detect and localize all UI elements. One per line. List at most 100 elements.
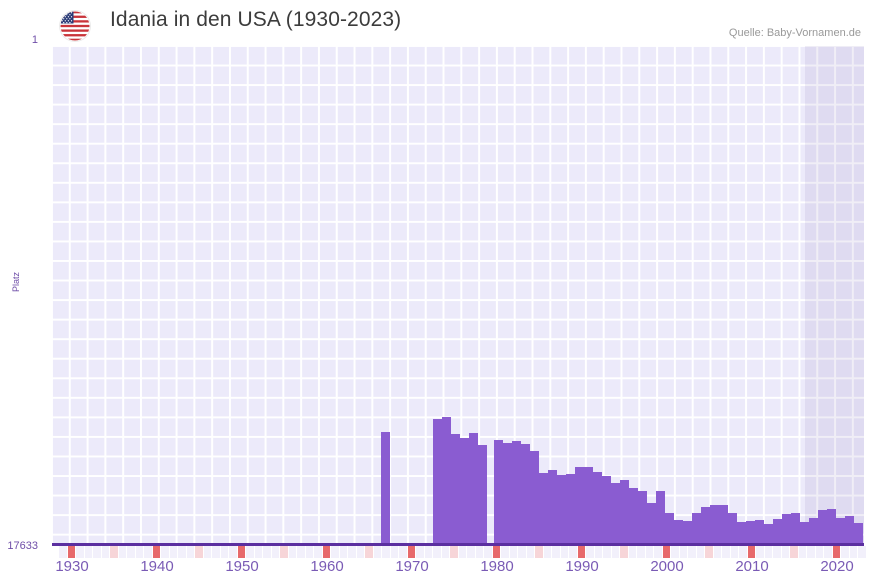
plot-area: [52, 46, 864, 544]
x-tick-mark-2019: [824, 546, 832, 558]
x-tick-mark-1950: [237, 546, 246, 558]
bar-2020[interactable]: [836, 518, 845, 544]
bar-1980[interactable]: [478, 445, 487, 544]
y-axis-tick-labels: 1 17633: [0, 34, 44, 552]
x-tick-mark-1929: [59, 546, 67, 558]
x-tick-mark-2020: [832, 546, 841, 558]
x-tick-mark-2012: [764, 546, 773, 558]
y-axis-label-bottom: 17633: [7, 540, 38, 552]
bar-1997[interactable]: [629, 488, 638, 544]
bar-1979[interactable]: [469, 433, 478, 544]
x-tick-mark-1956: [288, 546, 297, 558]
x-tick-mark-1969: [399, 546, 407, 558]
x-tick-mark-2014: [781, 546, 790, 558]
bar-2021[interactable]: [845, 516, 854, 544]
bar-2019[interactable]: [827, 509, 836, 544]
x-tick-mark-1980: [492, 546, 501, 558]
bar-2011[interactable]: [755, 520, 764, 544]
bar-2001[interactable]: [665, 513, 674, 544]
x-tick-mark-1967: [382, 546, 390, 558]
bar-1990[interactable]: [566, 474, 575, 544]
x-tick-mark-2018: [815, 546, 824, 558]
bar-2004[interactable]: [692, 513, 701, 544]
bar-1998[interactable]: [638, 491, 647, 544]
x-tick-mark-2002: [679, 546, 688, 558]
x-tick-mark-1961: [331, 546, 339, 558]
bar-1986[interactable]: [530, 451, 539, 544]
x-tick-mark-1936: [118, 546, 127, 558]
bar-2007[interactable]: [719, 505, 728, 544]
x-tick-mark-1933: [93, 546, 101, 558]
x-tick-mark-1994: [611, 546, 620, 558]
bar-1975[interactable]: [433, 419, 442, 544]
x-tick-mark-1990: [577, 546, 586, 558]
x-tick-mark-1981: [501, 546, 509, 558]
bar-2006[interactable]: [710, 505, 719, 544]
bar-1983[interactable]: [503, 443, 512, 544]
x-tick-mark-1974: [441, 546, 450, 558]
x-tick-mark-1977: [467, 546, 475, 558]
bar-1988[interactable]: [548, 470, 557, 544]
x-tick-mark-1991: [586, 546, 594, 558]
bar-1994[interactable]: [602, 476, 611, 544]
x-tick-mark-1939: [144, 546, 152, 558]
x-tick-mark-1952: [254, 546, 263, 558]
x-tick-mark-1940: [152, 546, 161, 558]
bar-2009[interactable]: [737, 522, 746, 544]
bar-2012[interactable]: [764, 524, 773, 544]
bar-1984[interactable]: [512, 441, 521, 544]
bar-2003[interactable]: [683, 521, 692, 544]
bar-1985[interactable]: [521, 444, 530, 544]
bar-2002[interactable]: [674, 520, 683, 544]
x-tick-mark-1957: [297, 546, 305, 558]
bar-2017[interactable]: [809, 518, 818, 544]
x-tick-mark-2015: [790, 546, 798, 558]
chart-title: Idania in den USA (1930-2023): [110, 8, 402, 31]
x-tick-mark-1998: [645, 546, 654, 558]
bar-2008[interactable]: [728, 513, 737, 544]
bar-2005[interactable]: [701, 507, 710, 544]
bar-1999[interactable]: [647, 503, 656, 544]
bar-2010[interactable]: [746, 521, 755, 544]
bar-1991[interactable]: [575, 467, 584, 544]
bar-1992[interactable]: [584, 467, 593, 544]
bar-1987[interactable]: [539, 473, 548, 544]
x-axis-label-1950: 1950: [225, 558, 259, 575]
bar-1989[interactable]: [557, 475, 566, 544]
bar-2014[interactable]: [782, 514, 791, 544]
y-axis-label-top: 1: [31, 34, 38, 46]
x-tick-mark-1964: [356, 546, 365, 558]
bar-1978[interactable]: [460, 438, 469, 544]
bar-2013[interactable]: [773, 519, 782, 544]
bar-2000[interactable]: [656, 491, 665, 544]
bar-1993[interactable]: [593, 472, 602, 544]
x-axis-label-2010: 2010: [735, 558, 769, 575]
x-tick-mark-2021: [841, 546, 849, 558]
bar-1995[interactable]: [611, 483, 620, 544]
x-tick-mark-2009: [739, 546, 747, 558]
x-tick-mark-1971: [416, 546, 424, 558]
x-axis-label-1980: 1980: [480, 558, 514, 575]
bar-2016[interactable]: [800, 522, 809, 544]
x-tick-mark-1955: [280, 546, 288, 558]
bar-2022[interactable]: [854, 523, 863, 544]
bar-2015[interactable]: [791, 513, 800, 544]
x-axis-label-2020: 2020: [820, 558, 854, 575]
bar-1996[interactable]: [620, 480, 629, 544]
x-tick-mark-1963: [348, 546, 356, 558]
bar-2018[interactable]: [818, 510, 827, 544]
x-tick-mark-2004: [696, 546, 705, 558]
x-tick-mark-2006: [713, 546, 722, 558]
bar-1969[interactable]: [381, 432, 390, 544]
x-tick-mark-2016: [798, 546, 807, 558]
bar-1977[interactable]: [451, 434, 460, 544]
x-tick-mark-2007: [722, 546, 730, 558]
source-note: Quelle: Baby-Vornamen.de: [728, 27, 861, 39]
bar-1982[interactable]: [494, 440, 503, 544]
bar-1976[interactable]: [442, 417, 451, 544]
x-tick-mark-2001: [671, 546, 679, 558]
x-axis-label-1990: 1990: [565, 558, 599, 575]
x-tick-mark-1953: [263, 546, 271, 558]
x-tick-mark-1992: [594, 546, 603, 558]
x-tick-mark-1968: [390, 546, 399, 558]
